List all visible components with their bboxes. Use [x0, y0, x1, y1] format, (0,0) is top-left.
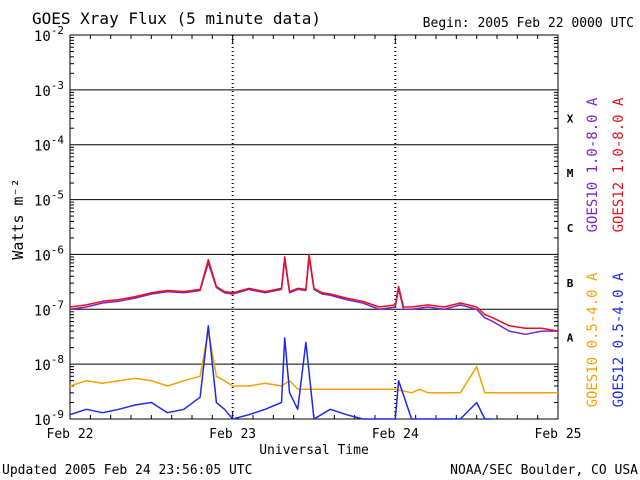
y-tick-label: 10-9: [34, 408, 64, 429]
series-line: [69, 256, 558, 336]
chart-title: GOES Xray Flux (5 minute data): [32, 9, 321, 28]
series-line: [69, 330, 558, 394]
y-tick-label: 10-4: [34, 134, 64, 155]
y-tick-base: 10: [34, 413, 51, 429]
y-tick-exponent: -4: [51, 134, 65, 147]
x-tick-label: Feb 25: [535, 427, 582, 442]
y-tick-base: 10: [34, 358, 51, 374]
y-tick-label: 10-6: [34, 243, 64, 264]
y-tick-exponent: -8: [51, 353, 64, 366]
y-tick-exponent: -6: [51, 243, 64, 256]
flare-class-label: X: [567, 112, 574, 125]
y-tick-base: 10: [34, 303, 51, 319]
flare-class-label: M: [567, 167, 574, 180]
legend-entry: GOES10 1.0-8.0 A: [585, 97, 601, 232]
begin-time-label: Begin: 2005 Feb 22 0000 UTC: [423, 16, 634, 31]
series-line: [69, 325, 493, 420]
y-tick-label: 10-7: [34, 298, 64, 319]
data-source-label: NOAA/SEC Boulder, CO USA: [450, 463, 638, 478]
updated-timestamp: Updated 2005 Feb 24 23:56:05 UTC: [2, 463, 252, 478]
legend: GOES10 1.0-8.0 A GOES12 1.0-8.0 A GOES10 0…: [585, 97, 627, 407]
x-tick-label: Feb 22: [47, 427, 94, 442]
series-line: [69, 253, 559, 332]
y-tick-exponent: -3: [51, 79, 64, 92]
y-axis-ticks: 10-210-310-410-510-610-710-810-9: [34, 24, 558, 429]
y-axis-label: Watts m⁻²: [9, 178, 27, 259]
legend-entry: GOES12 1.0-8.0 A: [611, 97, 627, 232]
y-tick-base: 10: [34, 84, 51, 100]
flare-class-labels: X M C B A: [567, 112, 574, 344]
flare-class-label: B: [567, 277, 574, 290]
y-tick-base: 10: [34, 194, 51, 210]
y-tick-label: 10-2: [34, 24, 64, 45]
x-axis-ticks: Feb 22 Feb 23 Feb 24 Feb 25: [47, 35, 582, 442]
x-tick-label: Feb 23: [209, 427, 256, 442]
plot-frame: [69, 34, 559, 420]
y-tick-base: 10: [34, 139, 51, 155]
x-axis-label: Universal Time: [259, 443, 369, 458]
y-tick-exponent: -5: [51, 189, 64, 202]
plot-grid: [70, 35, 558, 419]
y-tick-base: 10: [34, 248, 51, 264]
flare-class-label: C: [567, 222, 574, 235]
legend-entry: GOES12 0.5-4.0 A: [611, 272, 627, 407]
y-tick-label: 10-3: [34, 79, 64, 100]
y-tick-exponent: -7: [51, 298, 64, 311]
plot-series: [69, 253, 559, 420]
y-tick-label: 10-5: [34, 189, 64, 210]
legend-entry: GOES10 0.5-4.0 A: [585, 272, 601, 407]
y-tick-label: 10-8: [34, 353, 64, 374]
flare-class-label: A: [567, 332, 574, 345]
y-tick-exponent: -9: [51, 408, 64, 421]
y-tick-exponent: -2: [51, 24, 64, 37]
y-tick-base: 10: [34, 29, 51, 45]
x-tick-label: Feb 24: [372, 427, 419, 442]
